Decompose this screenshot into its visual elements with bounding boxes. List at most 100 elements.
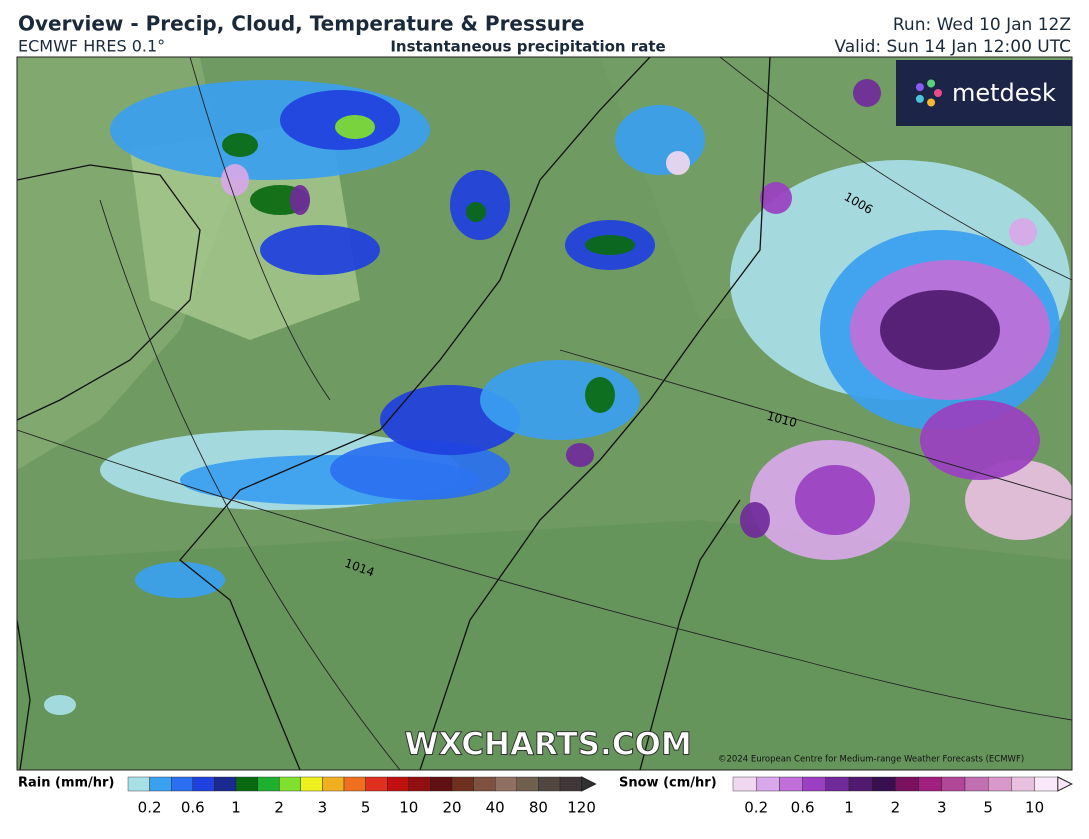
border-line — [17, 619, 31, 770]
logo-dot — [934, 89, 942, 97]
tick-label: 10 — [1025, 799, 1044, 817]
precip-area — [466, 202, 486, 222]
color-swatch — [848, 776, 873, 792]
color-swatch — [538, 776, 561, 792]
copyright: ©2024 European Centre for Medium-range W… — [718, 755, 1024, 765]
color-swatch — [941, 776, 966, 792]
tick-label: 0.2 — [744, 799, 768, 817]
color-swatch — [779, 776, 803, 792]
color-swatch — [192, 776, 215, 792]
isobar — [99, 199, 401, 770]
color-swatch — [895, 776, 919, 792]
color-swatch — [127, 776, 150, 792]
tick-label: 0.6 — [791, 799, 815, 817]
precip-area — [290, 185, 310, 215]
precip-area — [585, 235, 635, 255]
precip-area — [615, 105, 705, 175]
color-swatch — [495, 776, 518, 792]
precip-area — [760, 182, 792, 214]
precip-area — [480, 360, 640, 440]
model: ECMWF HRES 0.1° — [18, 37, 165, 56]
color-swatch — [559, 776, 582, 792]
legend-title: Rain (mm/hr) — [18, 776, 114, 791]
tick-label: 80 — [529, 799, 548, 817]
tick-label: 20 — [442, 799, 461, 817]
logo-dot — [915, 83, 924, 92]
isobar — [189, 57, 331, 401]
color-swatch — [825, 776, 850, 792]
precip-area — [135, 562, 225, 598]
color-swatch — [872, 776, 896, 792]
logo-dot — [927, 79, 936, 88]
precip-area — [795, 465, 875, 535]
tick-label: 2 — [274, 799, 284, 817]
precip-area — [920, 400, 1040, 480]
color-swatch — [279, 776, 302, 792]
tick-label: 0.6 — [181, 799, 205, 817]
color-swatch — [1034, 776, 1058, 792]
watermark: WXCHARTS.COM — [404, 727, 691, 763]
precip-area — [853, 79, 881, 107]
color-swatch — [1011, 776, 1035, 792]
tick-label: 1 — [231, 799, 241, 817]
subtitle: Instantaneous precipitation rate — [390, 38, 665, 56]
color-swatch — [365, 776, 388, 792]
color-swatch — [257, 776, 280, 792]
color-swatch — [430, 776, 453, 792]
color-swatch — [387, 776, 410, 792]
border-line — [419, 57, 771, 770]
color-swatch — [149, 776, 172, 792]
color-swatch — [988, 776, 1012, 792]
colorbar-arrow — [1057, 776, 1073, 792]
color-swatch — [408, 776, 431, 792]
precip-area — [740, 502, 770, 538]
colorbar-arrow — [581, 776, 597, 792]
border-line — [639, 499, 741, 770]
color-swatch — [235, 776, 258, 792]
color-swatch — [451, 776, 474, 792]
precip-area — [965, 460, 1072, 540]
isobar — [559, 349, 1072, 501]
border-line — [179, 57, 651, 770]
precip-area — [260, 225, 380, 275]
color-swatch — [802, 776, 826, 792]
tick-label: 5 — [983, 799, 993, 817]
precip-area — [222, 133, 258, 157]
isobar — [17, 429, 1072, 721]
map-frame — [16, 56, 1073, 771]
logo-dot — [927, 98, 936, 107]
color-swatch — [756, 776, 780, 792]
tick-label: 40 — [486, 799, 505, 817]
precip-area — [221, 164, 249, 196]
color-swatch — [918, 776, 942, 792]
tick-label: 3 — [937, 799, 947, 817]
border-line — [17, 164, 201, 421]
precip-area — [330, 440, 510, 500]
logo-box — [896, 60, 1072, 126]
tick-label: 1 — [844, 799, 854, 817]
precip-area — [44, 695, 76, 715]
title: Overview - Precip, Cloud, Temperature & … — [18, 12, 584, 36]
color-swatch — [170, 776, 193, 792]
map-area — [17, 57, 1072, 770]
precip-area — [585, 377, 615, 413]
tick-label: 5 — [361, 799, 371, 817]
color-swatch — [214, 776, 237, 792]
color-swatch — [300, 776, 323, 792]
valid-time: Valid: Sun 14 Jan 12:00 UTC — [834, 37, 1071, 57]
tick-label: 120 — [567, 799, 596, 817]
logo-dot — [915, 94, 924, 103]
legend-title: Snow (cm/hr) — [619, 776, 717, 791]
precip-area — [666, 151, 690, 175]
precip-area — [335, 115, 375, 139]
color-swatch — [322, 776, 345, 792]
run-time: Run: Wed 10 Jan 12Z — [893, 15, 1071, 35]
color-swatch — [343, 776, 366, 792]
color-swatch — [516, 776, 539, 792]
logo-text: metdesk — [952, 79, 1056, 107]
precip-area — [1009, 218, 1037, 246]
color-swatch — [732, 776, 757, 792]
